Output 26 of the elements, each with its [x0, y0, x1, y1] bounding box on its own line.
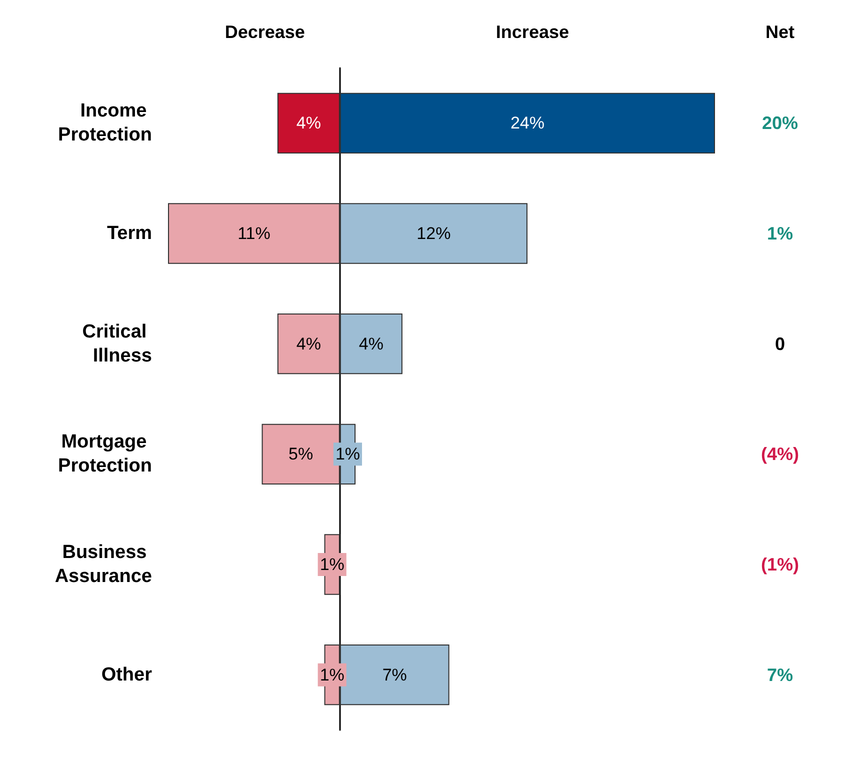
text: 20%: [762, 113, 798, 134]
y-tick-label: Term: [106, 223, 152, 244]
data-label: 4%: [358, 334, 384, 354]
data-label: 12%: [416, 224, 451, 243]
data-label: 1%: [320, 555, 344, 574]
data-label: 4%: [296, 334, 321, 354]
chart-title: Increase: [496, 22, 569, 42]
data-label: 4%: [296, 114, 321, 133]
chart-title: Decrease: [224, 22, 305, 42]
y-tick-label: Business Assurance: [54, 542, 152, 587]
data-label: 7%: [382, 665, 407, 684]
y-tick-label: Mortgage Protection: [58, 432, 152, 477]
data-label: 5%: [288, 444, 314, 464]
data-label: 1%: [335, 444, 360, 464]
y-tick-label: Other: [101, 664, 153, 686]
text: (1%): [760, 554, 800, 574]
data-label: 11%: [238, 224, 270, 243]
data-label: 24%: [510, 114, 544, 133]
text: Net: [765, 22, 795, 42]
text: (4%): [760, 444, 800, 464]
y-tick-label: Critical Illness: [82, 321, 152, 366]
text: 7%: [766, 664, 794, 685]
text: 1%: [766, 224, 794, 244]
text: 0: [774, 334, 786, 354]
data-label: 1%: [320, 665, 344, 684]
y-tick-label: Income Protection: [58, 100, 152, 146]
